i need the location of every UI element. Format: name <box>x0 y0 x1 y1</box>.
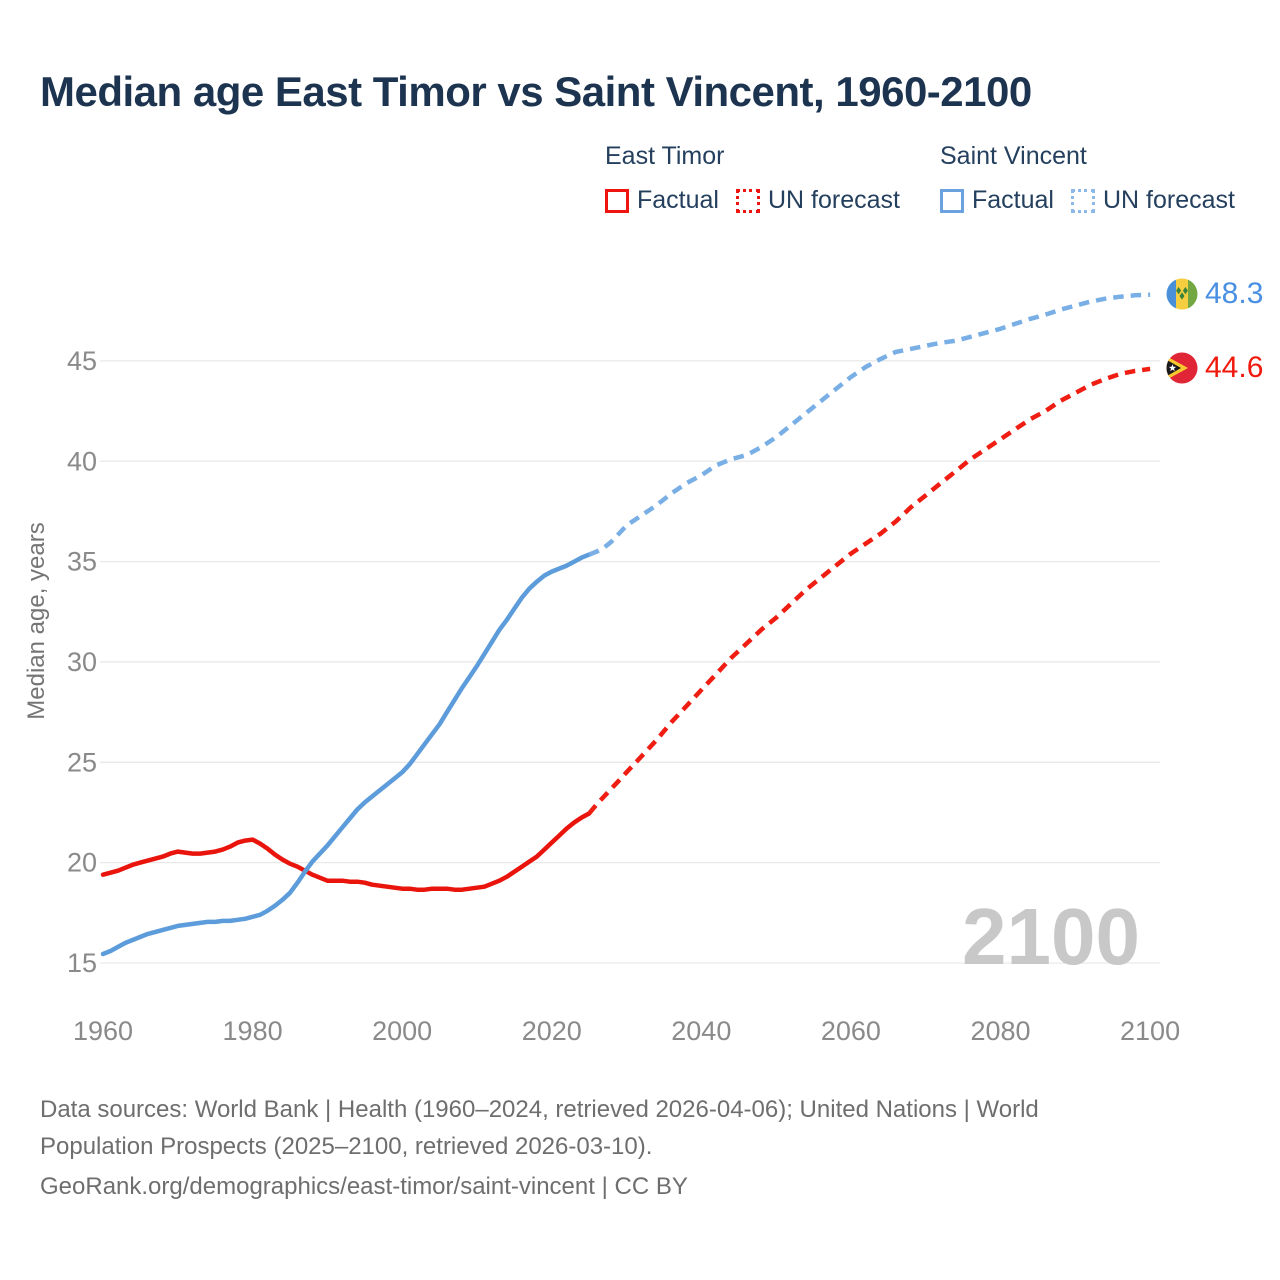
series-line-east-timor-un-forecast <box>587 366 1151 815</box>
series-line-saint-vincent-un-forecast <box>588 292 1151 557</box>
legend-item-saint-vincent-un-forecast[interactable]: UN forecast <box>1070 186 1235 215</box>
y-tick-label: 30 <box>67 647 97 677</box>
x-tick-label: 2020 <box>522 1016 582 1046</box>
end-value-east-timor: 44.6 <box>1205 351 1264 384</box>
end-label-east-timor: 44.6 <box>1166 351 1263 385</box>
x-tick-label: 1980 <box>223 1016 283 1046</box>
legend-group-saint-vincent: Saint Vincent Factual UN forecast <box>940 142 1235 215</box>
legend-item-label: Factual <box>972 186 1054 214</box>
footer-sources-line-2: Population Prospects (2025–2100, retriev… <box>40 1133 653 1160</box>
legend-item-label: UN forecast <box>767 186 900 214</box>
y-tick-label: 40 <box>67 446 97 476</box>
x-tick-label: 2040 <box>671 1016 731 1046</box>
x-tick-label: 2060 <box>821 1016 881 1046</box>
series-line-east-timor-factual <box>100 811 592 892</box>
east-timor-flag-icon <box>1166 352 1198 384</box>
legend-item-saint-vincent-factual[interactable]: Factual <box>940 186 1054 215</box>
y-tick-label: 25 <box>67 747 97 777</box>
y-tick-label: 20 <box>67 848 97 878</box>
x-tick-label: 2100 <box>1120 1016 1180 1046</box>
series-line-saint-vincent-factual <box>100 552 592 957</box>
year-watermark: 2100 <box>962 892 1140 981</box>
footer-credit: GeoRank.org/demographics/east-timor/sain… <box>40 1173 688 1200</box>
legend-swatch-dotted <box>735 188 760 213</box>
footer-sources-line-1: Data sources: World Bank | Health (1960–… <box>40 1096 1039 1123</box>
x-tick-label: 1960 <box>73 1016 133 1046</box>
end-label-saint-vincent: 48.3 <box>1166 277 1263 311</box>
legend-swatch-dotted <box>1070 188 1095 213</box>
x-tick-label: 2080 <box>970 1016 1030 1046</box>
y-axis-title: Median age, years <box>23 522 50 720</box>
legend-item-east-timor-un-forecast[interactable]: UN forecast <box>735 186 900 215</box>
y-tick-label: 15 <box>67 948 97 978</box>
legend-group-east-timor: East Timor Factual UN forecast <box>605 142 900 215</box>
legend-item-east-timor-factual[interactable]: Factual <box>605 186 719 215</box>
footer: Data sources: World Bank | Health (1960–… <box>40 1091 1039 1205</box>
saint-vincent-flag-icon <box>1166 278 1198 310</box>
y-tick-label: 35 <box>67 547 97 577</box>
legend-item-label: UN forecast <box>1102 186 1235 214</box>
y-tick-label: 45 <box>67 346 97 376</box>
legend-swatch-solid <box>605 188 629 213</box>
legend-series-name: East Timor <box>605 142 725 170</box>
legend-swatch-solid <box>940 188 964 213</box>
end-value-saint-vincent: 48.3 <box>1205 277 1264 310</box>
chart-title: Median age East Timor vs Saint Vincent, … <box>40 68 1032 115</box>
legend-series-name: Saint Vincent <box>940 142 1087 170</box>
x-tick-label: 2000 <box>372 1016 432 1046</box>
legend-item-label: Factual <box>637 186 719 214</box>
